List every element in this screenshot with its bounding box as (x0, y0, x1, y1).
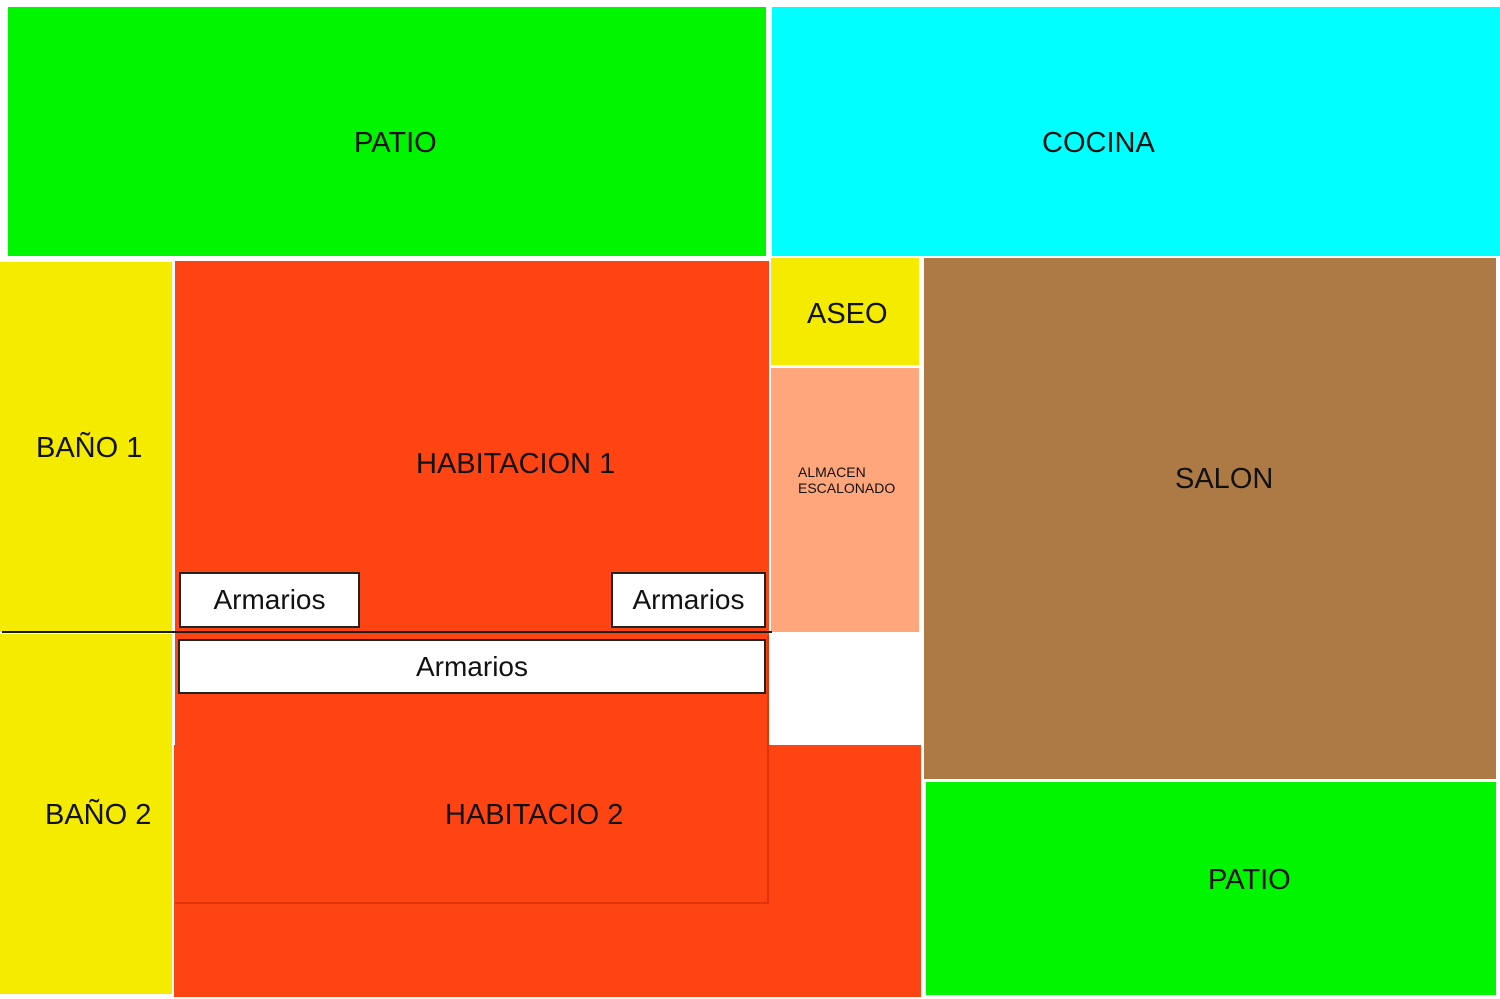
armarios-right: Armarios (611, 572, 766, 628)
aseo-room: ASEO (771, 258, 919, 365)
patio-top-room: PATIO (8, 7, 766, 256)
habitacion-1-label: HABITACION 1 (416, 448, 616, 480)
cocina-room: COCINA (772, 7, 1500, 256)
patio-bottom-label: PATIO (1208, 864, 1291, 896)
bano-2-label: BAÑO 2 (45, 799, 152, 831)
armarios-center: Armarios (178, 639, 766, 694)
cocina-label: COCINA (1042, 127, 1155, 159)
aseo-label: ASEO (807, 298, 888, 330)
almacen-label-line1: ALMACEN (798, 464, 866, 480)
salon-label: SALON (1175, 463, 1274, 495)
patio-top-label: PATIO (354, 127, 437, 159)
almacen-label: ALMACEN ESCALONADO (798, 464, 895, 496)
salon-room: SALON (924, 258, 1496, 779)
bano-divider-line (2, 631, 772, 633)
almacen-label-line2: ESCALONADO (798, 480, 896, 496)
bano-2-room: BAÑO 2 (0, 634, 172, 994)
almacen-room: ALMACEN ESCALONADO (771, 368, 919, 632)
habitacion-2-label: HABITACIO 2 (445, 799, 624, 831)
armarios-left: Armarios (179, 572, 360, 628)
patio-bottom-room: PATIO (926, 782, 1496, 995)
bano-1-room: BAÑO 1 (0, 262, 172, 632)
bano-1-label: BAÑO 1 (36, 432, 143, 464)
